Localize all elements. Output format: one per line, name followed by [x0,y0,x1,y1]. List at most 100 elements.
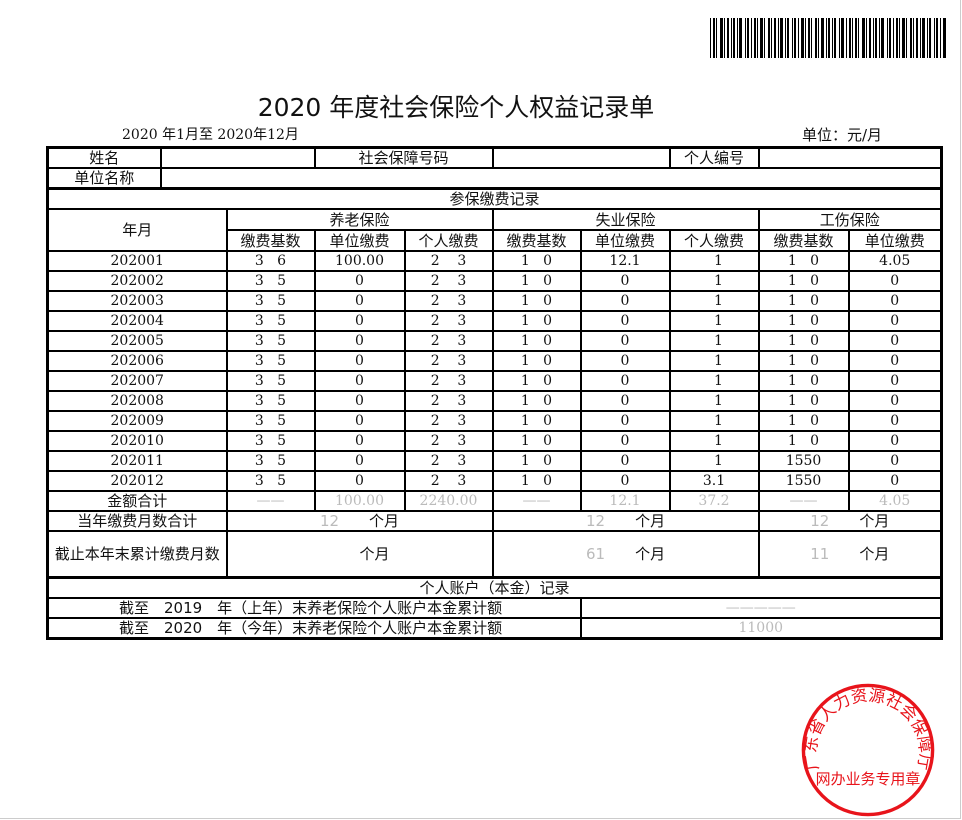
value-cell: 1 0 [491,350,582,372]
value-cell: 1 0 [757,370,850,392]
total-cell: —— [491,490,582,512]
total-row: 金额合计 —— 100.00 2240.00 —— 12.1 37.2 —— 4.05 [46,490,943,512]
value-cell: 0 [313,470,406,492]
name-label: 姓名 [46,146,162,169]
personal-id-label: 个人编号 [668,146,760,169]
period-label: 2020 年1月至 2020年12月 [122,127,299,143]
value-cell: 1 [668,330,760,352]
total-label: 金额合计 [46,490,228,512]
account-row-2020: 截至 2020 年（今年）末养老保险个人账户本金累计额 11000 [46,617,943,640]
value-cell: 0 [313,290,406,312]
value-cell: 0 [579,290,671,312]
injury-months: 12 个月 [757,510,943,532]
month-cell: 202007 [46,370,228,392]
barcode-bar [821,18,824,58]
barcode-bar [879,18,880,58]
subheader-cell: 单位缴费 [847,229,943,252]
value-cell: 0 [847,390,943,412]
value-cell: 0 [313,350,406,372]
value-cell: 0 [313,390,406,412]
barcode-bar [780,18,783,58]
subheader-cell: 个人缴费 [668,229,760,252]
barcode-bar [855,18,857,58]
barcode-bar [731,18,732,58]
value-cell: 0 [579,470,671,492]
barcode-bar [869,18,871,58]
barcode-bar [916,18,918,58]
value-cell: 1 0 [491,390,582,412]
barcode-bar [858,18,859,58]
year-month-header: 年月 [46,208,228,252]
value-cell: 0 [579,310,671,332]
value-cell: 0 [579,430,671,452]
barcode-bar [792,18,793,58]
barcode-bar [774,18,776,58]
value-cell: 3 5 [225,390,316,412]
subheader-cell: 单位缴费 [313,229,406,252]
barcode-bar [913,18,914,58]
barcode-bar [785,18,786,58]
value-cell: 0 [847,350,943,372]
value-cell: 1 0 [491,430,582,452]
barcode-bar [805,18,806,58]
value-cell: 1 0 [491,330,582,352]
personal-id-value [757,146,943,169]
subheader-cell: 单位缴费 [579,229,671,252]
barcode-bar [716,18,717,58]
barcode-bar [733,18,735,58]
value-cell: 0 [579,330,671,352]
month-cell: 202010 [46,430,228,452]
account-value-2019: ————— [579,597,943,619]
value-cell: 3 5 [225,470,316,492]
value-cell: 0 [579,450,671,472]
value-cell: 2 3 [403,410,494,432]
total-cell: 37.2 [668,490,760,512]
total-cell: 12.1 [579,490,671,512]
value-cell: 1 0 [757,290,850,312]
page-title: 2020 年度社会保险个人权益记录单 [257,93,655,122]
value-cell: 3 5 [225,450,316,472]
barcode-bar [757,18,758,58]
barcode-bar [887,18,888,58]
barcode-bar [778,18,779,58]
total-cell: —— [225,490,316,512]
contribution-section-title: 参保缴费记录 [46,187,943,210]
value-cell: 2 3 [403,330,494,352]
value-cell: 0 [313,430,406,452]
injury-cumulative: 11 个月 [757,530,943,579]
value-cell: 1 0 [491,450,582,472]
value-cell: 1 [668,250,760,272]
barcode-bar [881,18,884,58]
value-cell: 1 0 [757,330,850,352]
subheader-cell: 缴费基数 [225,229,316,252]
barcode-bar [768,18,770,58]
value-cell: 0 [847,410,943,432]
info-row-2: 单位名称 [46,167,943,190]
barcode-bar [808,18,810,58]
barcode-bar [811,18,812,58]
value-cell: 1 [668,450,760,472]
value-cell: 0 [847,470,943,492]
value-cell: 1 0 [757,390,850,412]
name-value [159,146,316,169]
barcode [710,18,946,58]
months-this-year-row: 当年缴费月数合计 12 个月 12 个月 12 个月 [46,510,943,532]
value-cell: 0 [313,330,406,352]
value-cell: 2 3 [403,350,494,372]
barcode-bar [934,18,935,58]
account-row-2019: 截至 2019 年（上年）末养老保险个人账户本金累计额 ————— [46,597,943,619]
barcode-bar [710,18,711,58]
value-cell: 1 0 [491,370,582,392]
barcode-bar [724,18,725,58]
barcode-bar [862,18,865,58]
month-cell: 202012 [46,470,228,492]
value-cell: 3 5 [225,330,316,352]
value-cell: 2 3 [403,290,494,312]
value-cell: 0 [313,270,406,292]
